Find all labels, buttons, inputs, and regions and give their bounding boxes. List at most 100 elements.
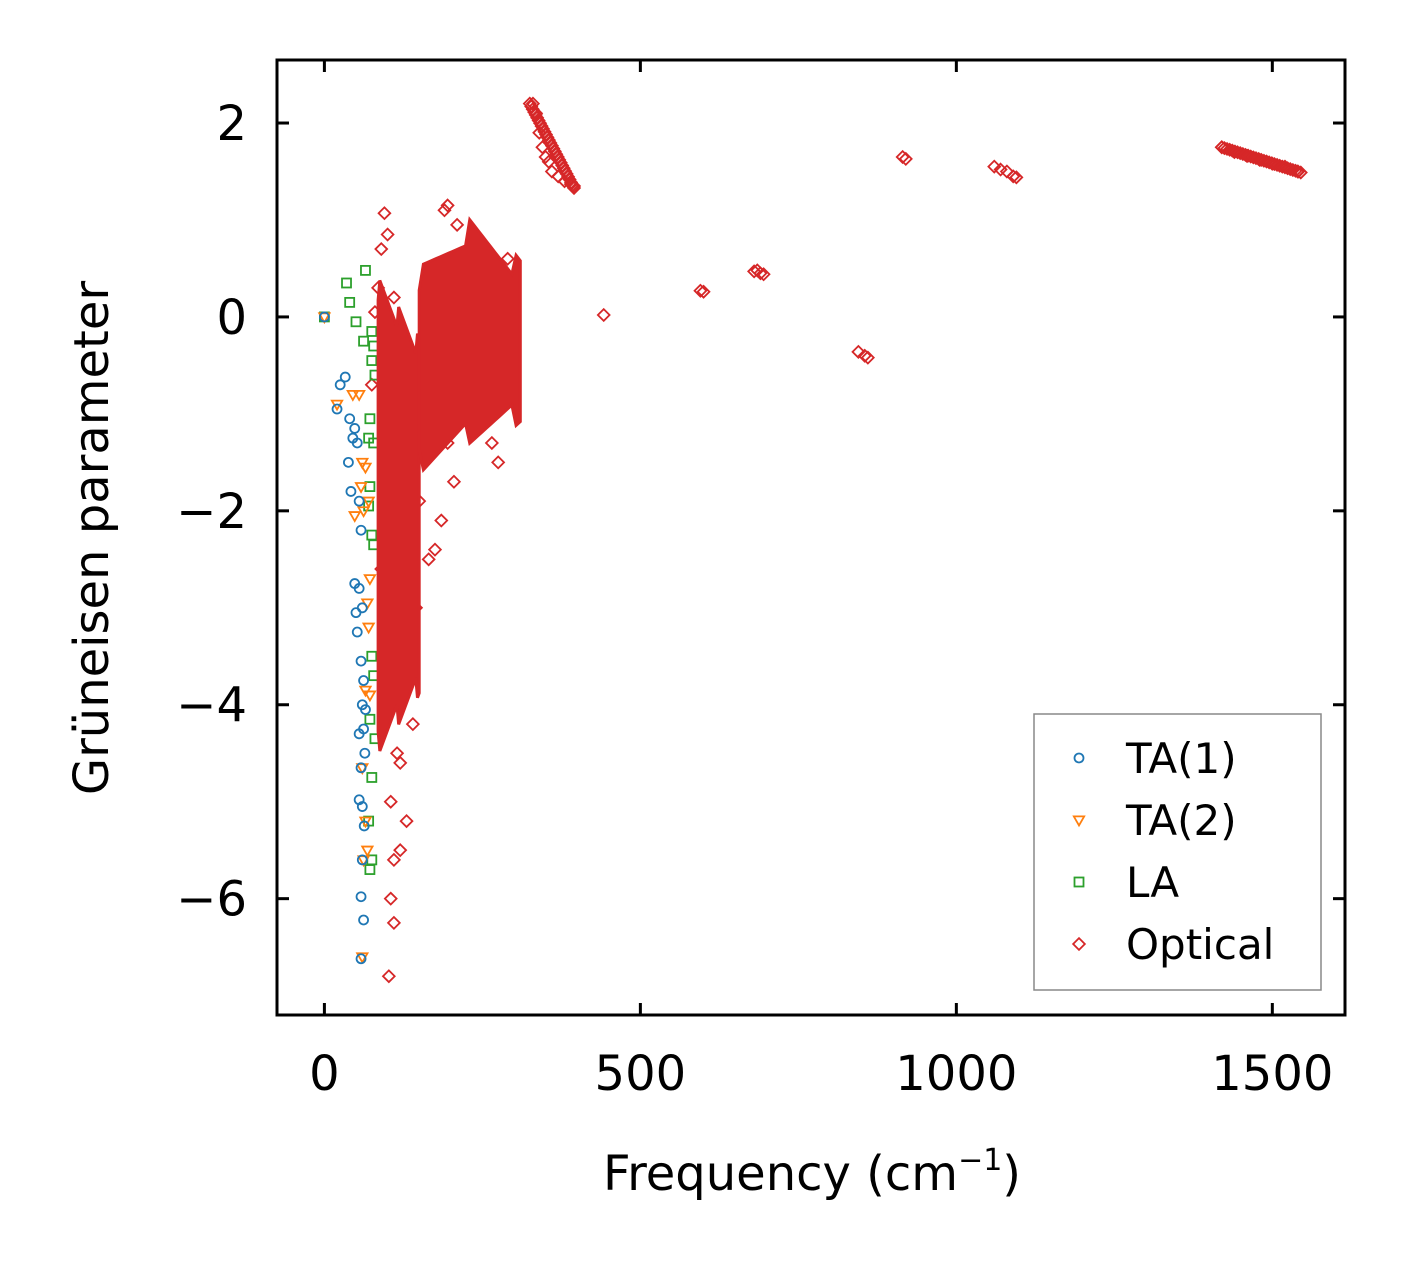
ta-1-point-17 — [355, 655, 367, 667]
optical-dense-region-1 — [417, 216, 522, 474]
y-tick-label: 2 — [216, 96, 247, 152]
optical-point-30 — [421, 552, 436, 567]
optical-point-31 — [427, 542, 443, 557]
ta-1-point-31 — [355, 953, 367, 965]
legend-marker-1 — [1072, 815, 1086, 828]
optical-point-5 — [374, 241, 389, 257]
tick-layer: 0 500 1000 1500 2 0 −2 −4 −6 — [176, 60, 1345, 1102]
x-tick-label: 0 — [309, 1046, 340, 1102]
optical-segment-1-point — [1293, 165, 1308, 180]
la-point-17 — [366, 650, 378, 662]
ta-1-point-14 — [350, 607, 362, 619]
optical-point-20 — [399, 813, 414, 829]
ta-2-point-12 — [361, 622, 376, 635]
optical-point-21 — [393, 755, 408, 771]
optical-point-70 — [999, 164, 1015, 179]
optical-segment-0-point — [566, 180, 582, 196]
optical-point-40 — [484, 435, 499, 451]
la-point-2 — [344, 296, 356, 308]
x-tick-label: 500 — [595, 1046, 687, 1102]
legend-label-2: LA — [1126, 858, 1179, 907]
ta-1-point-11 — [355, 524, 367, 536]
y-tick-label: −2 — [176, 484, 247, 540]
optical-segment-0-point — [563, 175, 579, 190]
y-tick-label: −4 — [176, 678, 247, 734]
la-point-13 — [364, 481, 376, 492]
la-point-7 — [358, 335, 369, 347]
optical-point-14 — [383, 794, 398, 809]
legend: TA(1) TA(2) LA Optical — [1033, 713, 1322, 991]
ta-1-point-20 — [360, 704, 371, 715]
ta-1-point-26 — [356, 801, 368, 812]
legend-label-1: TA(2) — [1125, 796, 1237, 845]
ta-2-point-17 — [360, 845, 375, 858]
x-tick-label: 1500 — [1211, 1046, 1333, 1102]
legend-label-0: TA(1) — [1125, 734, 1237, 783]
ta-1-point-22 — [358, 723, 369, 735]
plot-frame — [275, 58, 1347, 1017]
ta-1-point-13 — [353, 583, 365, 594]
optical-point-32 — [434, 513, 449, 528]
optical-point-62 — [756, 267, 771, 282]
ta-1-point-7 — [347, 432, 359, 444]
legend-marker-3 — [1071, 936, 1087, 952]
legend-frame — [1033, 713, 1322, 991]
optical-point-72 — [1009, 170, 1024, 185]
la-point-3 — [360, 264, 371, 276]
ta-1-point-3 — [331, 403, 343, 415]
ta-1-point-4 — [344, 413, 356, 425]
optical-point-17 — [383, 891, 398, 906]
optical-segment-1-point — [1291, 164, 1306, 179]
optical-point-36 — [440, 198, 455, 213]
optical-point-63 — [851, 344, 866, 359]
optical-point-34 — [446, 474, 462, 489]
ta-1-point-15 — [356, 602, 368, 614]
legend-marker-0 — [1073, 752, 1085, 764]
optical-point-4 — [380, 227, 395, 242]
ta-1-point-29 — [355, 891, 367, 903]
optical-point-0 — [364, 377, 379, 392]
optical-dense-region-0 — [376, 279, 421, 752]
optical-point-61 — [753, 266, 768, 281]
x-axis-title-superscript: −1 — [958, 1143, 1002, 1178]
optical-point-22 — [405, 717, 420, 732]
ta-1-point-30 — [358, 914, 369, 926]
optical-point-3 — [377, 206, 392, 221]
ta-2-point-0 — [317, 312, 332, 325]
optical-point-16 — [393, 843, 408, 858]
optical-point-35 — [437, 203, 452, 218]
ta-2-point-10 — [363, 574, 377, 586]
ta-1-point-18 — [358, 675, 369, 686]
la-point-15 — [366, 529, 378, 541]
y-tick-label: 0 — [216, 290, 247, 346]
ta-1-point-0 — [318, 311, 330, 323]
ta-1-point-16 — [351, 626, 363, 638]
optical-point-58 — [696, 284, 711, 299]
ta-1-point-28 — [356, 854, 368, 866]
la-point-4 — [350, 316, 362, 328]
ta-1-point-27 — [358, 820, 370, 832]
ta-2-point-7 — [361, 496, 376, 509]
ta-1-point-9 — [345, 486, 357, 497]
la-point-21 — [366, 772, 378, 783]
legend-label-3: Optical — [1126, 920, 1274, 969]
ta-1-point-2 — [339, 371, 351, 383]
optical-segment-0-point — [565, 178, 580, 193]
x-axis-title-close: ) — [1002, 1146, 1021, 1202]
optical-point-6 — [386, 290, 402, 305]
optical-point-67 — [898, 151, 913, 167]
optical-point-19 — [381, 969, 396, 984]
la-point-5 — [366, 326, 378, 337]
ta-2-point-6 — [354, 482, 368, 494]
la-point-19 — [364, 713, 376, 725]
ta-1-point-10 — [353, 495, 365, 507]
ta-2-point-14 — [363, 690, 377, 703]
ta-2-point-9 — [347, 511, 362, 523]
dense-layer — [376, 96, 1308, 752]
optical-point-41 — [491, 455, 506, 470]
ta-2-point-2 — [346, 389, 360, 402]
ta-1-point-8 — [343, 456, 354, 468]
ta-1-point-24 — [359, 747, 371, 759]
ta-2-point-5 — [358, 462, 373, 475]
